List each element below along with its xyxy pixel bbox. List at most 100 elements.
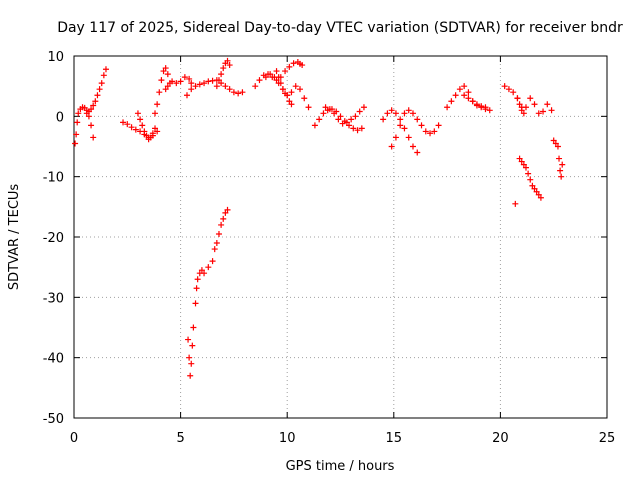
data-point xyxy=(331,110,338,117)
data-point xyxy=(154,101,161,108)
data-point xyxy=(102,66,109,73)
data-point xyxy=(288,101,295,108)
y-tick-label: -40 xyxy=(43,352,64,367)
data-point xyxy=(154,128,161,135)
data-point xyxy=(316,116,323,123)
data-point xyxy=(452,92,459,99)
data-point xyxy=(215,230,222,237)
data-point xyxy=(286,63,293,70)
data-point xyxy=(143,132,150,139)
data-point xyxy=(88,122,95,129)
series-arc-2 xyxy=(83,66,109,117)
data-point xyxy=(512,200,519,207)
data-point xyxy=(397,116,404,123)
data-point xyxy=(409,143,416,150)
data-point xyxy=(427,130,434,137)
data-point xyxy=(299,62,306,69)
data-point xyxy=(397,122,404,129)
data-point xyxy=(158,77,165,84)
data-point xyxy=(556,155,563,162)
y-axis-label: SDTVAR / TECUs xyxy=(7,184,22,291)
data-point xyxy=(139,122,146,129)
data-point xyxy=(409,110,416,117)
data-point xyxy=(149,130,156,137)
data-point xyxy=(224,206,231,213)
data-point xyxy=(273,77,280,84)
data-point xyxy=(90,102,97,109)
plot-frame xyxy=(73,55,608,419)
series-arc-10 xyxy=(252,59,306,90)
data-point xyxy=(392,110,399,117)
data-point xyxy=(128,124,135,131)
series-arc-7 xyxy=(183,77,246,99)
data-point xyxy=(401,110,408,117)
data-point xyxy=(520,161,527,168)
data-point xyxy=(518,107,525,114)
data-point xyxy=(550,137,557,144)
data-point xyxy=(220,65,227,72)
y-tick-label: 10 xyxy=(47,50,64,65)
data-point xyxy=(224,57,231,64)
data-point xyxy=(164,83,171,90)
data-point xyxy=(186,75,193,82)
data-point xyxy=(152,110,159,117)
data-point xyxy=(350,125,357,132)
data-point xyxy=(465,95,472,102)
data-point xyxy=(527,95,534,102)
data-point xyxy=(226,62,233,69)
data-point xyxy=(72,140,79,147)
data-point xyxy=(132,126,139,133)
data-point xyxy=(414,149,421,156)
data-point xyxy=(286,98,293,105)
data-point xyxy=(284,92,291,99)
data-point xyxy=(418,122,425,129)
data-point xyxy=(346,122,353,129)
data-point xyxy=(516,101,523,108)
data-point xyxy=(164,71,171,78)
data-point xyxy=(252,83,259,90)
data-point xyxy=(183,92,190,99)
data-point xyxy=(205,78,212,85)
data-point xyxy=(186,354,193,361)
data-point xyxy=(431,128,438,135)
x-tick-label: 25 xyxy=(599,431,616,446)
data-point xyxy=(222,209,229,216)
data-point xyxy=(282,68,289,75)
series-arc-9 xyxy=(185,206,231,379)
data-point xyxy=(482,104,489,111)
data-point xyxy=(461,92,468,99)
data-point xyxy=(90,134,97,141)
data-point xyxy=(348,116,355,123)
data-point xyxy=(190,324,197,331)
data-point xyxy=(152,125,159,132)
data-point xyxy=(222,83,229,90)
data-point xyxy=(213,83,220,90)
data-point xyxy=(98,80,105,87)
data-point xyxy=(388,107,395,114)
data-point xyxy=(292,83,299,90)
data-point xyxy=(522,104,529,111)
x-tick-label: 20 xyxy=(492,431,509,446)
data-point xyxy=(267,71,274,78)
data-point xyxy=(239,89,246,96)
data-point xyxy=(173,80,180,87)
series-arc-20 xyxy=(514,95,527,117)
series-arc-22 xyxy=(512,200,519,207)
data-point xyxy=(187,372,194,379)
chart-title: Day 117 of 2025, Sidereal Day-to-day VTE… xyxy=(57,20,623,36)
data-point xyxy=(177,78,184,85)
data-point xyxy=(358,125,365,132)
data-point xyxy=(388,143,395,150)
data-point xyxy=(193,285,200,292)
series-arc-1 xyxy=(72,104,97,147)
data-point xyxy=(505,86,512,93)
data-point xyxy=(74,119,81,126)
x-axis-label: GPS time / hours xyxy=(286,459,395,474)
data-point xyxy=(448,98,455,105)
data-point xyxy=(360,104,367,111)
series-arc-16 xyxy=(388,107,442,150)
data-point xyxy=(531,185,538,192)
series-arc-8 xyxy=(213,57,233,90)
data-point xyxy=(469,98,476,105)
data-point xyxy=(205,264,212,271)
